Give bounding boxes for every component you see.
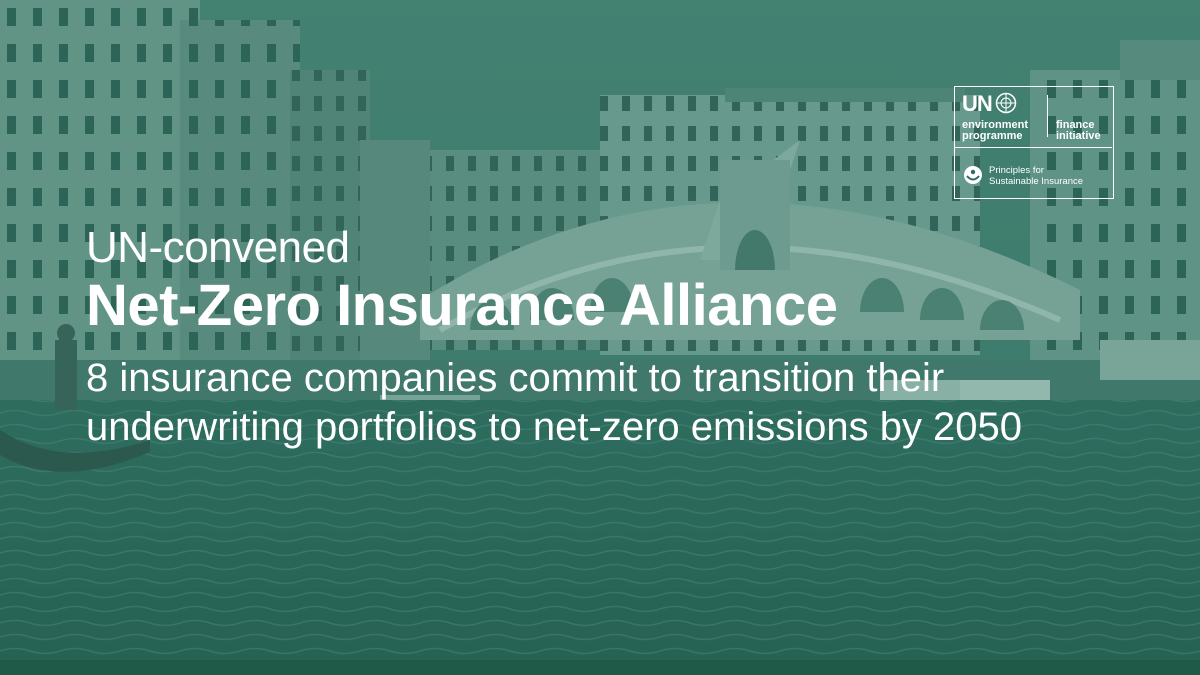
kicker: UN-convened (86, 223, 350, 272)
headline-title: Net-Zero Insurance Alliance (86, 273, 838, 338)
un-wordmark: UN (962, 91, 993, 116)
headline-description: 8 insurance companies commit to transiti… (86, 356, 1023, 449)
psi-icon (964, 166, 982, 184)
logo-divider (1047, 95, 1048, 137)
unep-fi-logo: UN environment programme finance initiat… (955, 87, 1112, 148)
environment-label: environment (962, 119, 1029, 131)
programme-label: programme (962, 130, 1023, 142)
initiative-label: initiative (1056, 130, 1101, 142)
psi-line-2: Sustainable Insurance (989, 176, 1084, 187)
headline-block: UN-convened Net-Zero Insurance Alliance … (86, 222, 1146, 452)
finance-label: finance (1056, 119, 1095, 131)
un-emblem-icon (995, 92, 1017, 114)
bottom-bar (0, 660, 1200, 675)
unep-fi-psi-logo: UN environment programme finance initiat… (954, 86, 1114, 199)
psi-line-1: Principles for (989, 165, 1044, 176)
